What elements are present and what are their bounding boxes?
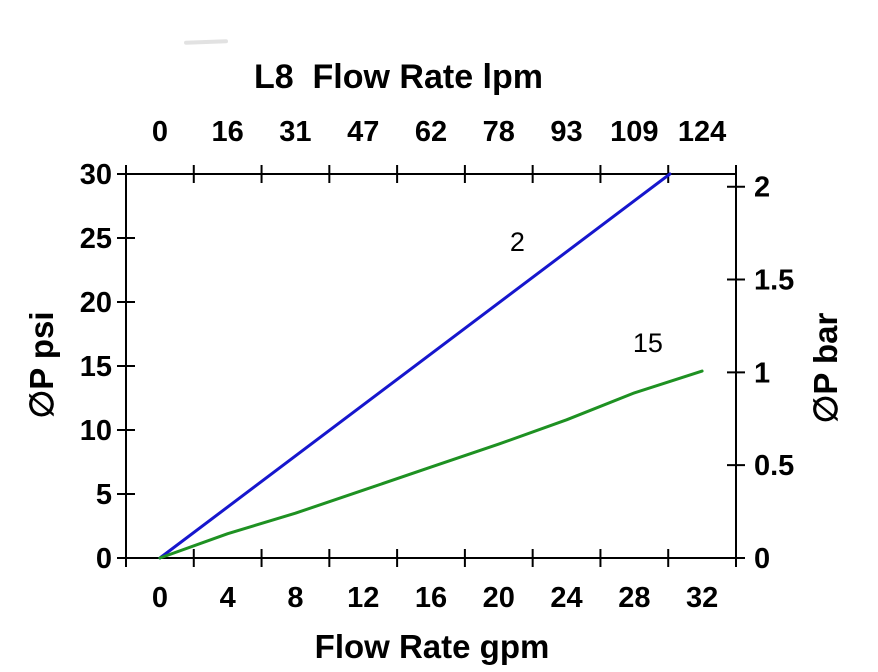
- right-tick-label: 2: [754, 172, 770, 204]
- bottom-tick-label: 20: [483, 582, 515, 614]
- right-tick-label: 1.5: [754, 265, 794, 297]
- bottom-tick-label: 8: [287, 582, 303, 614]
- series-line-2: [158, 172, 672, 560]
- bottom-tick-label: 24: [550, 582, 582, 614]
- top-tick-label: 109: [610, 116, 658, 148]
- top-tick-label: 47: [347, 116, 379, 148]
- top-tick-label: 124: [678, 116, 726, 148]
- chart-title: L8 Flow Rate lpm: [253, 58, 544, 96]
- top-tick-label: 31: [279, 116, 311, 148]
- bottom-tick-label: 16: [415, 582, 447, 614]
- bottom-tick-label: 32: [686, 582, 718, 614]
- left-tick-label: 20: [80, 287, 112, 319]
- bottom-tick-label: 12: [347, 582, 379, 614]
- bottom-tick-label: 4: [220, 582, 236, 614]
- left-tick-label: 25: [80, 223, 112, 255]
- right-tick-label: 0: [754, 543, 770, 575]
- top-tick-label: 16: [212, 116, 244, 148]
- x-axis-title: Flow Rate gpm: [314, 628, 550, 665]
- series-line-15: [158, 369, 704, 560]
- bottom-tick-label: 28: [618, 582, 650, 614]
- series-label-2: 2: [510, 227, 525, 257]
- top-tick-label: 93: [550, 116, 582, 148]
- left-tick-label: 30: [80, 159, 112, 191]
- right-tick-label: 1: [754, 357, 770, 389]
- right-tick-label: 0.5: [754, 450, 794, 482]
- plot-frame: [125, 173, 737, 559]
- left-tick-label: 5: [96, 479, 112, 511]
- top-tick-label: 0: [152, 116, 168, 148]
- series-label-15: 15: [633, 328, 663, 358]
- top-tick-label: 62: [415, 116, 447, 148]
- bottom-tick-label: 0: [152, 582, 168, 614]
- left-tick-label: 10: [80, 415, 112, 447]
- left-tick-label: 0: [96, 543, 112, 575]
- top-tick-label: 78: [483, 116, 515, 148]
- left-tick-label: 15: [80, 351, 112, 383]
